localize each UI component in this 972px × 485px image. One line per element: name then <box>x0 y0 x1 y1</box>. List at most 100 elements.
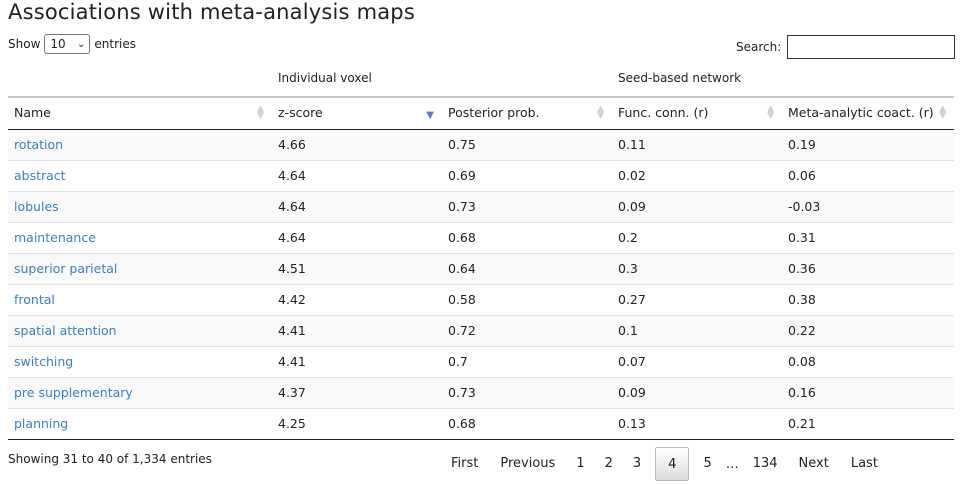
term-link[interactable]: switching <box>14 354 74 369</box>
term-link[interactable]: frontal <box>14 292 55 307</box>
page-title: Associations with meta-analysis maps <box>8 0 415 24</box>
term-link[interactable]: rotation <box>14 137 64 152</box>
search-area: Search: <box>736 35 956 59</box>
cell-z-score: 4.64 <box>272 190 442 222</box>
cell-func-conn: 0.09 <box>612 376 782 408</box>
pagination-ellipsis: … <box>725 456 739 472</box>
sort-icon: ▲ ▼ <box>767 104 774 121</box>
group-seed-network: Seed-based network <box>618 71 742 85</box>
column-header-label: Name <box>14 105 51 121</box>
page-2-button[interactable]: 2 <box>604 456 613 471</box>
table-row: switching 4.41 0.7 0.07 0.08 <box>8 345 954 377</box>
cell-meta-coact: 0.36 <box>782 252 954 284</box>
cell-func-conn: 0.11 <box>612 129 782 160</box>
table-row: frontal 4.42 0.58 0.27 0.38 <box>8 283 954 315</box>
column-header-meta-coact[interactable]: Meta-analytic coact. (r) ▲ ▼ <box>782 97 954 130</box>
cell-func-conn: 0.07 <box>612 345 782 377</box>
term-link[interactable]: abstract <box>14 168 66 183</box>
cell-func-conn: 0.13 <box>612 407 782 440</box>
term-link[interactable]: maintenance <box>14 230 96 245</box>
cell-func-conn: 0.2 <box>612 221 782 253</box>
cell-posterior-prob: 0.69 <box>442 159 612 191</box>
cell-posterior-prob: 0.73 <box>442 190 612 222</box>
first-page-button[interactable]: First <box>451 456 479 471</box>
previous-page-button[interactable]: Previous <box>500 456 556 471</box>
column-header-z-score[interactable]: z-score ▼ <box>272 97 442 130</box>
table-row: abstract 4.64 0.69 0.02 0.06 <box>8 159 954 191</box>
cell-name: abstract <box>8 159 272 191</box>
term-link[interactable]: lobules <box>14 199 59 214</box>
cell-z-score: 4.64 <box>272 221 442 253</box>
cell-func-conn: 0.3 <box>612 252 782 284</box>
search-input[interactable] <box>787 35 956 59</box>
cell-posterior-prob: 0.75 <box>442 129 612 160</box>
column-header-name[interactable]: Name ▲ ▼ <box>8 97 272 130</box>
cell-z-score: 4.37 <box>272 376 442 408</box>
cell-name: rotation <box>8 129 272 160</box>
cell-posterior-prob: 0.72 <box>442 314 612 346</box>
term-link[interactable]: spatial attention <box>14 323 117 338</box>
term-link[interactable]: superior parietal <box>14 261 118 276</box>
cell-name: switching <box>8 345 272 377</box>
cell-meta-coact: 0.06 <box>782 159 954 191</box>
cell-posterior-prob: 0.7 <box>442 345 612 377</box>
term-link[interactable]: planning <box>14 416 69 431</box>
column-group-header: Individual voxel Seed-based network <box>8 71 954 95</box>
length-menu: Show 10 ⌄ entries <box>8 34 136 54</box>
table-row: lobules 4.64 0.73 0.09 -0.03 <box>8 190 954 222</box>
table-row: pre supplementary 4.37 0.73 0.09 0.16 <box>8 376 954 408</box>
cell-z-score: 4.41 <box>272 345 442 377</box>
search-label: Search: <box>736 40 782 54</box>
show-label: Show <box>8 37 41 51</box>
table-row: rotation 4.66 0.75 0.11 0.19 <box>8 129 954 160</box>
cell-name: superior parietal <box>8 252 272 284</box>
cell-meta-coact: -0.03 <box>782 190 954 222</box>
cell-name: spatial attention <box>8 314 272 346</box>
cell-z-score: 4.64 <box>272 159 442 191</box>
entries-select-value: 10 <box>50 37 66 51</box>
cell-z-score: 4.66 <box>272 129 442 160</box>
cell-name: maintenance <box>8 221 272 253</box>
entries-label: entries <box>94 37 136 51</box>
column-header-func-conn[interactable]: Func. conn. (r) ▲ ▼ <box>612 97 782 130</box>
cell-meta-coact: 0.19 <box>782 129 954 160</box>
cell-meta-coact: 0.38 <box>782 283 954 315</box>
cell-func-conn: 0.27 <box>612 283 782 315</box>
column-header-posterior-prob[interactable]: Posterior prob. ▲ ▼ <box>442 97 612 130</box>
cell-name: planning <box>8 407 272 440</box>
cell-meta-coact: 0.22 <box>782 314 954 346</box>
column-header-label: Posterior prob. <box>448 105 540 121</box>
cell-z-score: 4.41 <box>272 314 442 346</box>
cell-z-score: 4.51 <box>272 252 442 284</box>
cell-posterior-prob: 0.64 <box>442 252 612 284</box>
cell-func-conn: 0.09 <box>612 190 782 222</box>
cell-posterior-prob: 0.68 <box>442 221 612 253</box>
cell-meta-coact: 0.08 <box>782 345 954 377</box>
table-row: planning 4.25 0.68 0.13 0.21 <box>8 407 954 440</box>
page-134-button[interactable]: 134 <box>752 456 778 471</box>
page-4-button-current[interactable]: 4 <box>655 447 690 481</box>
cell-meta-coact: 0.21 <box>782 407 954 440</box>
sort-icon: ▲ ▼ <box>257 104 264 121</box>
cell-func-conn: 0.02 <box>612 159 782 191</box>
entries-select[interactable]: 10 ⌄ <box>44 34 91 54</box>
page-5-button[interactable]: 5 <box>703 456 712 471</box>
table-info: Showing 31 to 40 of 1,334 entries <box>8 452 212 466</box>
cell-posterior-prob: 0.68 <box>442 407 612 440</box>
associations-table: Name ▲ ▼ z-score ▼ Posterior prob. ▲ ▼ Fun… <box>8 97 954 440</box>
cell-name: frontal <box>8 283 272 315</box>
page-1-button[interactable]: 1 <box>576 456 585 471</box>
column-header-label: z-score <box>278 105 323 121</box>
page-3-button[interactable]: 3 <box>632 456 642 471</box>
term-link[interactable]: pre supplementary <box>14 385 133 400</box>
chevron-down-icon: ⌄ <box>77 38 86 50</box>
next-page-button[interactable]: Next <box>798 456 829 471</box>
cell-func-conn: 0.1 <box>612 314 782 346</box>
table-row: maintenance 4.64 0.68 0.2 0.31 <box>8 221 954 253</box>
cell-posterior-prob: 0.73 <box>442 376 612 408</box>
cell-name: lobules <box>8 190 272 222</box>
cell-name: pre supplementary <box>8 376 272 408</box>
cell-meta-coact: 0.31 <box>782 221 954 253</box>
table-header-row: Name ▲ ▼ z-score ▼ Posterior prob. ▲ ▼ Fun… <box>8 97 954 130</box>
last-page-button[interactable]: Last <box>850 456 878 471</box>
